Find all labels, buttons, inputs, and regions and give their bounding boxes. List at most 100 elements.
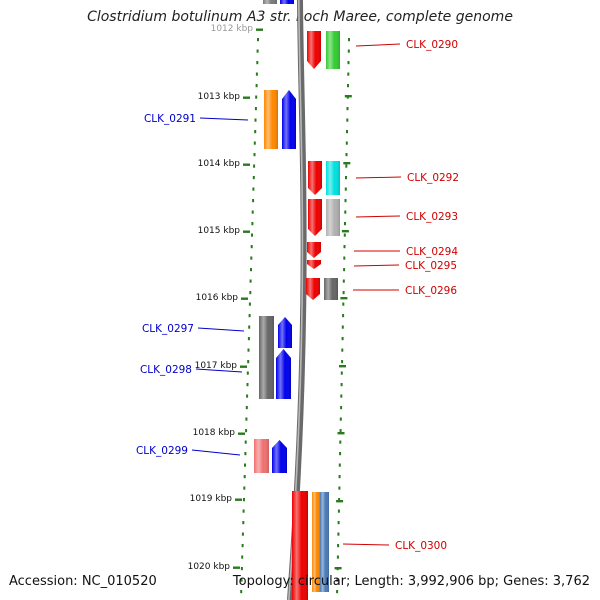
tick-dot <box>257 38 259 42</box>
gene-label[interactable]: CLK_0299 <box>136 445 188 457</box>
tick-dot <box>252 199 255 203</box>
backbone-highlight <box>288 0 304 600</box>
gene-label[interactable]: CLK_0291 <box>144 113 196 125</box>
tick-dot <box>254 130 257 134</box>
major-tick-right <box>337 432 345 435</box>
gene-label[interactable]: CLK_0296 <box>405 285 457 297</box>
gene-g18 <box>276 349 291 399</box>
tick-dot <box>341 348 344 352</box>
tick-dot <box>345 153 348 157</box>
tick-dot <box>338 498 341 502</box>
kbp-label: 1018 kbp <box>193 428 236 438</box>
gene-shading <box>312 492 320 592</box>
tick-dot <box>337 544 340 548</box>
tick-dot <box>245 406 248 410</box>
tick-dot <box>255 84 258 88</box>
kbp-tick <box>243 96 250 99</box>
tick-dot <box>344 187 347 191</box>
tick-dot <box>347 84 349 88</box>
tick-dot <box>248 325 251 329</box>
tick-dot <box>255 95 258 99</box>
tick-dot <box>243 486 246 490</box>
kbp-label: 1020 kbp <box>188 562 231 572</box>
gene-g5 <box>326 31 340 69</box>
genome-backbone <box>287 0 307 600</box>
gene-label[interactable]: CLK_0294 <box>406 246 458 258</box>
gene-shading <box>307 31 321 69</box>
gene-shading <box>324 278 338 300</box>
tick-dot <box>254 118 257 122</box>
tick-dot <box>245 429 248 433</box>
tick-dot <box>254 107 257 111</box>
tick-dot <box>253 153 256 157</box>
tick-dot <box>346 118 349 122</box>
gene-label[interactable]: CLK_0295 <box>405 260 457 272</box>
tick-dot <box>336 590 339 594</box>
gene-shading <box>326 199 340 236</box>
label-leader-line <box>355 176 402 179</box>
tick-dot <box>240 567 243 571</box>
gene-label[interactable]: CLK_0297 <box>142 323 194 335</box>
tick-dot <box>244 463 246 467</box>
gene-g17 <box>278 317 292 348</box>
gene-g7 <box>282 90 296 149</box>
tick-dot <box>242 509 245 513</box>
gene-g13 <box>307 260 321 269</box>
tick-dot <box>342 302 345 306</box>
tick-dot <box>241 532 244 536</box>
gene-label[interactable]: CLK_0290 <box>406 39 458 51</box>
gene-g22 <box>312 492 320 592</box>
kbp-label: 1012 kbp <box>211 24 254 34</box>
label-leader-line <box>199 117 249 121</box>
tick-dot <box>346 107 349 111</box>
gene-shading <box>307 242 321 258</box>
gene-shading <box>308 161 322 195</box>
tick-dot <box>246 394 249 398</box>
label-leader-line <box>342 543 390 546</box>
gene-label[interactable]: CLK_0300 <box>395 540 447 552</box>
kbp-label: 1013 kbp <box>198 92 241 102</box>
tick-dot <box>343 233 346 237</box>
gene-label[interactable]: CLK_0293 <box>406 211 458 223</box>
gene-g23 <box>320 492 329 592</box>
kbp-tick <box>243 163 250 166</box>
major-tick-right <box>341 230 349 233</box>
gene-label[interactable]: CLK_0298 <box>140 364 192 376</box>
major-tick-right <box>340 297 348 300</box>
tick-dot <box>253 164 256 168</box>
tick-dot <box>347 61 350 65</box>
tick-dot <box>337 509 340 513</box>
tick-dot <box>248 314 251 318</box>
tick-dot <box>244 440 247 444</box>
tick-dot <box>342 314 345 318</box>
label-leader-line <box>195 368 243 373</box>
tick-dot <box>347 49 350 53</box>
gene-g19 <box>254 439 269 473</box>
tick-dot <box>345 164 348 168</box>
gene-g11 <box>326 199 340 236</box>
tick-dot <box>340 406 343 410</box>
gene-shading <box>320 492 329 592</box>
major-tick-right <box>334 567 342 570</box>
tick-dot <box>240 590 243 594</box>
gene-g12 <box>307 242 321 258</box>
backbone-path <box>287 0 307 600</box>
gene-shading <box>308 199 322 236</box>
tick-dot <box>250 256 253 260</box>
gene-g21 <box>292 491 308 600</box>
tick-dot <box>337 532 340 536</box>
gene-g3 <box>307 31 321 69</box>
tick-dot <box>340 394 343 398</box>
tick-dot <box>337 521 340 525</box>
tick-dot <box>336 578 339 582</box>
gene-g2 <box>280 0 294 4</box>
gene-shading <box>254 439 269 473</box>
kbp-label: 1017 kbp <box>195 361 238 371</box>
tick-dot <box>338 475 341 479</box>
gene-g8 <box>308 161 322 195</box>
kbp-label: 1015 kbp <box>198 226 241 236</box>
tick-dot <box>340 371 343 375</box>
major-tick-right <box>343 162 351 165</box>
gene-label[interactable]: CLK_0292 <box>407 172 459 184</box>
